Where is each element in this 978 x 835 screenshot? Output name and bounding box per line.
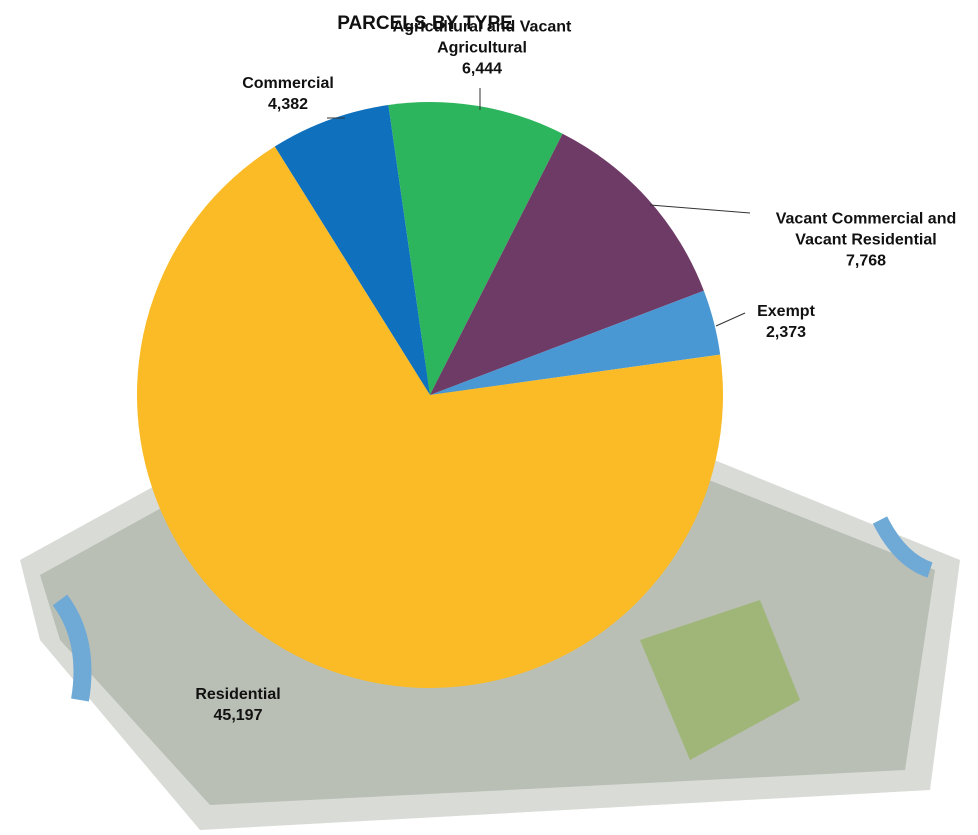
data-label: Commercial 4,382 [208, 73, 368, 115]
label-name: Exempt [757, 303, 815, 320]
pie-slice [430, 290, 721, 395]
leader-lines [327, 88, 751, 327]
label-value: 45,197 [213, 707, 263, 724]
label-name: Agricultural and Vacant Agricultural [392, 18, 572, 57]
data-label: Exempt 2,373 [726, 301, 846, 343]
pie [136, 102, 723, 688]
data-label: Agricultural and Vacant Agricultural 6,44… [387, 17, 577, 80]
pie-slice [430, 133, 704, 395]
leader-line [649, 204, 751, 214]
label-value: 7,768 [845, 252, 887, 270]
data-label: Vacant Commercial and Vacant Residential… [751, 209, 978, 272]
label-value: 2,373 [765, 324, 807, 341]
label-value: 4,382 [267, 96, 309, 113]
label-name: Vacant Commercial and Vacant Residential [775, 210, 957, 249]
chart-title: PARCELS BY TYPE [337, 13, 513, 34]
pie-slice [388, 102, 563, 396]
data-label: Residential 45,197 [168, 684, 308, 726]
label-name: Commercial [242, 75, 334, 92]
pie-slice [274, 104, 430, 395]
pie-slice [136, 146, 723, 688]
label-name: Residential [195, 686, 281, 703]
leader-line [715, 312, 746, 327]
label-value: 6,444 [461, 60, 503, 78]
